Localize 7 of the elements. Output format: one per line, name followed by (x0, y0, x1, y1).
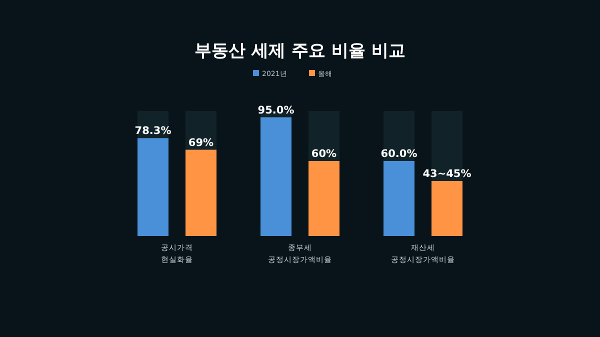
data-label: 60.0% (380, 148, 418, 160)
data-label: 69% (188, 136, 214, 149)
data-label: 78.3% (134, 125, 172, 138)
data-label: 95.0% (258, 104, 295, 116)
data-label: 60% (311, 148, 338, 160)
annotation: 43~45% (422, 168, 472, 180)
chart-title: 부동산 세제 주요 비율 비교 (194, 41, 406, 61)
